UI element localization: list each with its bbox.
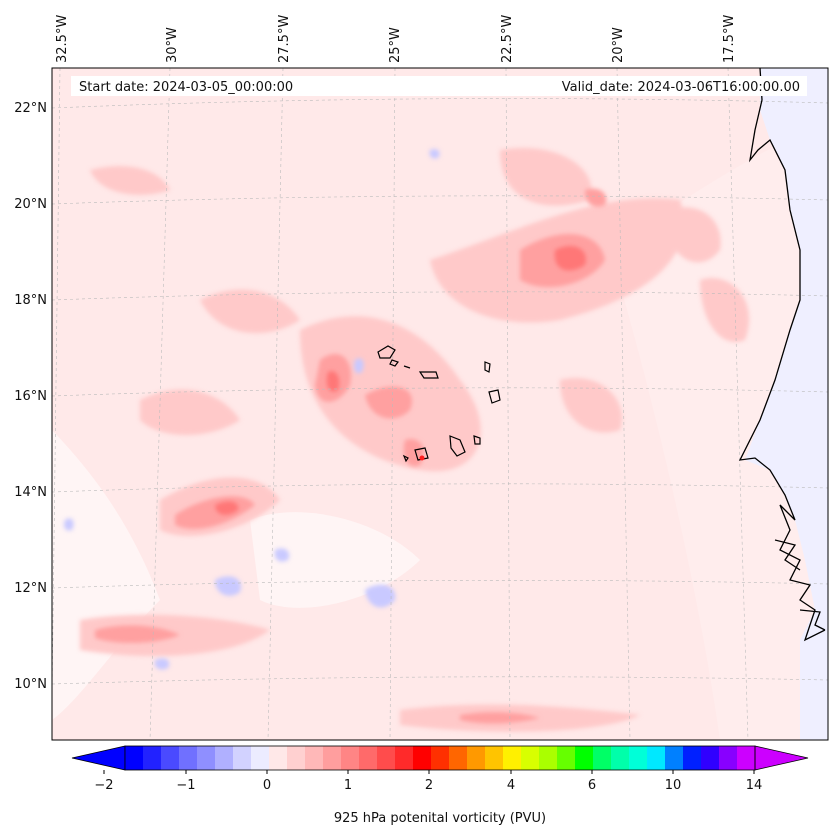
valid-date-label: Valid_date: 2024-03-06T16:00:00.00 [562, 80, 800, 95]
pv-field-negative [63, 149, 440, 670]
colorbar-tick-label: −1 [176, 778, 195, 793]
colorbar-swatch [431, 746, 450, 770]
colorbar-swatch [269, 746, 288, 770]
lon-label: 32.5°W [55, 15, 70, 63]
cape-verde-islands [377, 345, 501, 463]
lat-label: 22°N [14, 101, 47, 116]
colorbar-swatch [539, 746, 558, 770]
colorbar-swatch [611, 746, 630, 770]
colorbar-swatch [629, 746, 648, 770]
colorbar-swatch [377, 746, 396, 770]
lon-label: 17.5°W [722, 15, 737, 63]
colorbar: −2 −1 0 1 2 4 6 10 14 [71, 745, 809, 793]
colorbar-swatch [521, 746, 540, 770]
colorbar-min-extension [71, 745, 126, 771]
colorbar-swatch [449, 746, 468, 770]
colorbar-swatch [665, 746, 684, 770]
colorbar-swatch [485, 746, 504, 770]
colorbar-swatch [683, 746, 702, 770]
colorbar-swatch [395, 746, 414, 770]
colorbar-swatch [359, 746, 378, 770]
colorbar-tick-label: 10 [665, 778, 682, 793]
colorbar-swatch [323, 746, 342, 770]
colorbar-swatch [467, 746, 486, 770]
colorbar-swatch [503, 746, 522, 770]
header-box [71, 76, 807, 96]
lat-label: 12°N [14, 581, 47, 596]
lat-label: 20°N [14, 197, 47, 212]
colorbar-tick-label: 14 [746, 778, 763, 793]
colorbar-swatch [647, 746, 666, 770]
colorbar-swatch [233, 746, 252, 770]
colorbar-swatch [125, 746, 144, 770]
colorbar-swatch [179, 746, 198, 770]
pv-hotspot [419, 455, 425, 461]
colorbar-swatch [305, 746, 324, 770]
colorbar-swatch [143, 746, 162, 770]
lon-label: 20°W [611, 27, 626, 63]
pv-field-light [52, 120, 828, 740]
colorbar-tick-label: 1 [344, 778, 352, 793]
map-panel [52, 68, 828, 740]
latitude-labels: 22°N 20°N 18°N 16°N 14°N 12°N 10°N [14, 101, 47, 692]
colorbar-swatch [341, 746, 360, 770]
colorbar-swatch [701, 746, 720, 770]
colorbar-swatch [593, 746, 612, 770]
colorbar-tick-label: 6 [588, 778, 596, 793]
colorbar-swatch [575, 746, 594, 770]
colorbar-tick-label: −2 [94, 778, 113, 793]
colorbar-tick-label: 0 [263, 778, 271, 793]
lon-label: 25°W [388, 27, 403, 63]
land-shade [745, 68, 828, 740]
colorbar-swatch [413, 746, 432, 770]
colorbar-max-extension [754, 745, 809, 771]
colorbar-swatch [557, 746, 576, 770]
lat-label: 18°N [14, 293, 47, 308]
lon-label: 22.5°W [500, 15, 515, 63]
colorbar-tick-label: 4 [507, 778, 515, 793]
colorbar-label: 925 hPa potenital vorticity (PVU) [334, 811, 546, 826]
colorbar-swatch [737, 746, 756, 770]
lon-label: 27.5°W [277, 15, 292, 63]
lat-label: 14°N [14, 485, 47, 500]
pv-field-peak [215, 245, 586, 515]
map-frame [51, 67, 829, 741]
lat-label: 16°N [14, 389, 47, 404]
colorbar-swatch [287, 746, 306, 770]
colorbar-swatch [161, 746, 180, 770]
start-date-label: Start date: 2024-03-05_00:00:00 [79, 80, 293, 95]
lat-label: 10°N [14, 677, 47, 692]
longitude-labels: 32.5°W 30°W 27.5°W 25°W 22.5°W 20°W 17.5… [55, 15, 737, 63]
graticule [52, 68, 828, 740]
lon-label: 30°W [165, 27, 180, 63]
colorbar-swatch [719, 746, 738, 770]
colorbar-swatch [197, 746, 216, 770]
colorbar-frame [124, 745, 756, 771]
colorbar-swatch [215, 746, 234, 770]
colorbar-swatch [251, 746, 270, 770]
colorbar-tick-label: 2 [425, 778, 433, 793]
coastline [738, 68, 826, 642]
